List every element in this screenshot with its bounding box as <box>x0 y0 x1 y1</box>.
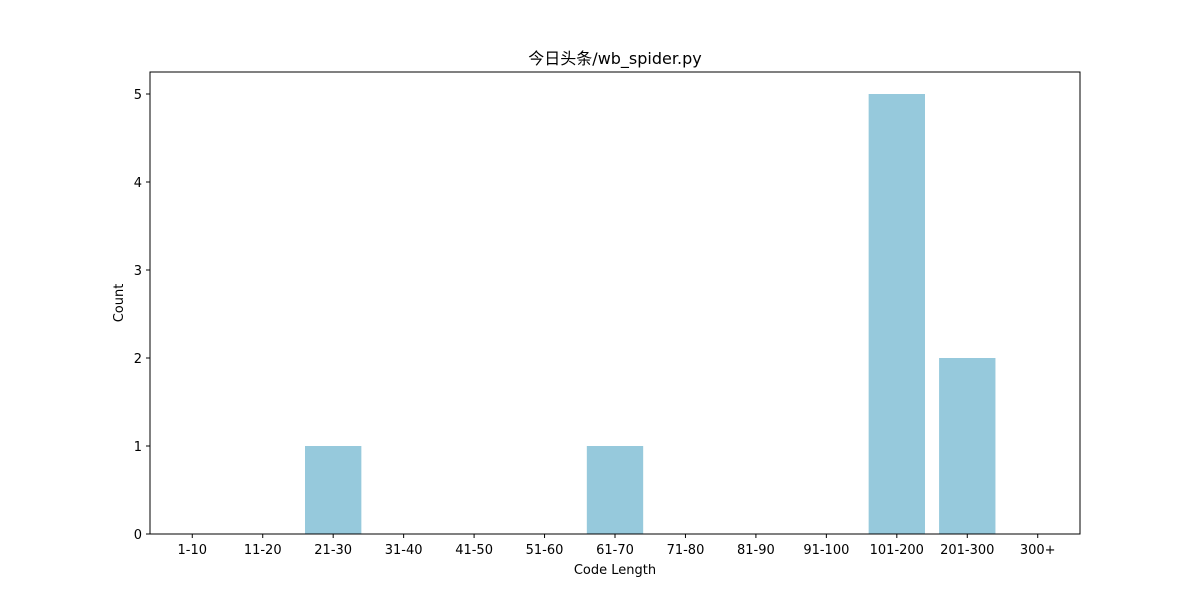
bar-201-300 <box>939 358 996 534</box>
x-tick-label: 21-30 <box>314 543 352 558</box>
y-tick-label: 2 <box>134 352 142 367</box>
bar-101-200 <box>868 94 925 534</box>
y-tick-label: 0 <box>134 528 142 543</box>
x-tick-label: 91-100 <box>803 543 849 558</box>
x-tick-label: 300+ <box>1020 543 1056 558</box>
y-tick-label: 5 <box>134 88 142 103</box>
x-tick-label: 31-40 <box>385 543 423 558</box>
x-tick-label: 51-60 <box>526 543 564 558</box>
y-tick-label: 4 <box>134 176 142 191</box>
x-tick-label: 201-300 <box>940 543 994 558</box>
y-tick-label: 3 <box>134 264 142 279</box>
x-axis-label: Code Length <box>574 563 656 578</box>
x-tick-label: 81-90 <box>737 543 775 558</box>
x-tick-label: 11-20 <box>244 543 282 558</box>
x-ticks: 1-10 11-20 21-30 31-40 41-50 51-60 61-70 71-80 8… <box>178 534 1056 558</box>
chart-title: 今日头条/wb_spider.py <box>528 49 701 69</box>
x-tick-label: 71-80 <box>667 543 705 558</box>
y-axis-label: Count <box>112 284 127 323</box>
bars-layer <box>305 94 996 534</box>
bar-61-70 <box>586 446 644 534</box>
bar-21-30 <box>305 446 362 534</box>
x-tick-label: 41-50 <box>455 543 493 558</box>
x-tick-label: 61-70 <box>596 543 634 558</box>
x-tick-label: 1-10 <box>178 543 208 558</box>
y-ticks: 0 1 2 3 4 5 <box>134 88 150 543</box>
x-tick-label: 101-200 <box>870 543 924 558</box>
y-tick-label: 1 <box>134 440 142 455</box>
